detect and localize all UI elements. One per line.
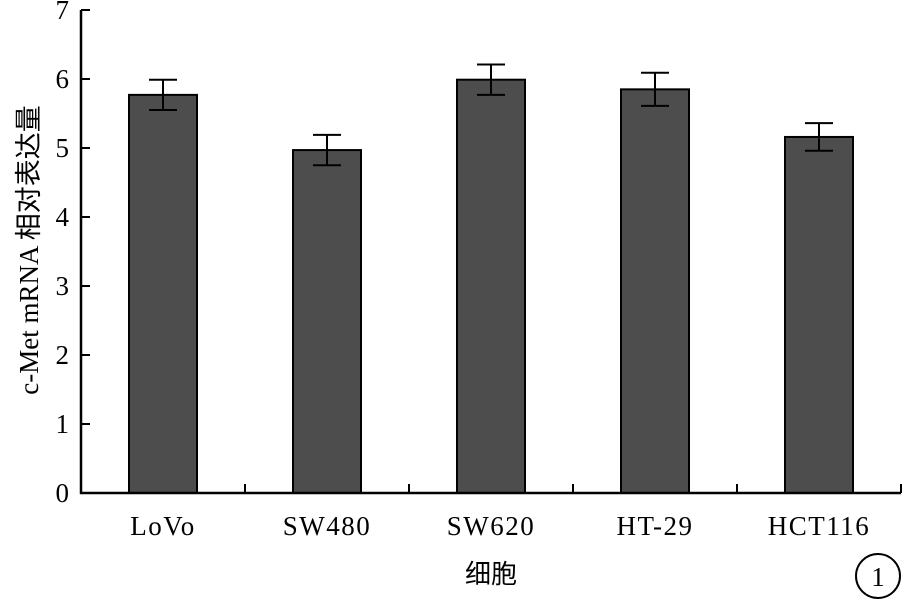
- figure-number-circle: [855, 553, 901, 599]
- figure-number: 1: [871, 562, 885, 592]
- figure-number-badge: 1: [855, 553, 901, 599]
- x-tick-label-SW620: SW620: [447, 511, 536, 541]
- x-tick-label-SW480: SW480: [283, 511, 372, 541]
- x-axis-labels: LoVo SW480 SW620 HT-29 HCT116: [130, 511, 871, 541]
- y-axis-title: c-Met mRNA 相对表达量: [14, 105, 44, 395]
- y-tick-label-4: 4: [56, 202, 70, 232]
- bar-HCT116: [784, 135, 854, 495]
- x-tick-label-HCT116: HCT116: [768, 511, 871, 541]
- y-tick-label-2: 2: [56, 340, 70, 370]
- bar-HT-29: [620, 88, 690, 494]
- y-tick-label-7: 7: [56, 0, 70, 25]
- y-tick-label-5: 5: [56, 133, 70, 163]
- axes: [79, 10, 902, 495]
- x-tick-label-LoVo: LoVo: [130, 511, 196, 541]
- y-tick-label-1: 1: [56, 409, 70, 439]
- y-tick-label-6: 6: [56, 64, 70, 94]
- y-tick-label-3: 3: [56, 271, 70, 301]
- x-tick-label-HT-29: HT-29: [616, 511, 693, 541]
- bar-SW620: [456, 78, 526, 494]
- bar-LoVo: [128, 93, 198, 495]
- bar-SW480: [292, 149, 362, 494]
- x-axis-title: 细胞: [465, 560, 517, 590]
- y-axis-ticks: 0 1 2 3 4 5 6 7: [56, 0, 90, 508]
- bars: [128, 63, 854, 495]
- y-tick-label-0: 0: [56, 478, 70, 508]
